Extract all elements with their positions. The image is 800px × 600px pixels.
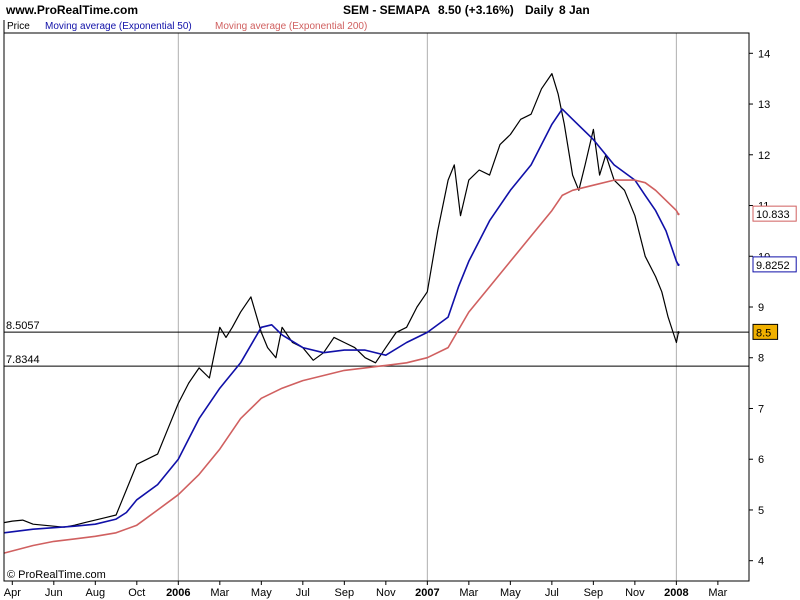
current-value-labels: 10.833 9.8252 8.5 xyxy=(752,205,797,340)
x-tick-label: Sep xyxy=(584,587,604,599)
x-tick-label: Mar xyxy=(708,587,727,599)
current-label-price: 8.5 xyxy=(756,327,771,339)
x-tick-label: Mar xyxy=(210,587,229,599)
series-line-ma50 xyxy=(3,108,680,534)
reference-line-label: 7.8344 xyxy=(6,354,40,366)
plot-frame xyxy=(3,32,750,582)
copyright-text: © ProRealTime.com xyxy=(7,569,106,581)
legend-price: Price xyxy=(7,21,30,32)
x-axis: Apr Jun Aug Oct 2006 Mar May Jul Sep Nov 2007 Mar Ma… xyxy=(4,581,728,599)
price-change: 8.50 (+3.16%) xyxy=(438,3,514,17)
legend-ma50: Moving average (Exponential 50) xyxy=(45,21,192,32)
y-tick-label: 12 xyxy=(758,150,770,162)
date-label: 8 Jan xyxy=(559,3,590,17)
series-line-price xyxy=(3,72,679,528)
y-axis: 4567891011121314 xyxy=(749,48,770,568)
current-label-ma200: 10.833 xyxy=(756,209,790,221)
y-tick-label: 6 xyxy=(758,454,764,466)
x-tick-label: 2008 xyxy=(664,587,688,599)
x-tick-label: 2006 xyxy=(166,587,190,599)
current-label-ma50: 9.8252 xyxy=(756,260,790,272)
current-label-box-ma200 xyxy=(752,205,797,222)
current-label-box-price xyxy=(752,323,779,340)
current-label-box-ma50 xyxy=(752,256,797,273)
x-tick-label: Aug xyxy=(86,587,106,599)
symbol-name: SEM - SEMAPA xyxy=(343,3,431,17)
series-endpoint xyxy=(677,212,680,216)
grid xyxy=(177,33,677,581)
y-tick-label: 7 xyxy=(758,403,764,415)
site-name[interactable]: www.ProRealTime.com xyxy=(6,3,139,17)
x-tick-label: Jul xyxy=(296,587,310,599)
legend-ma200: Moving average (Exponential 200) xyxy=(215,21,367,32)
y-tick-label: 14 xyxy=(758,48,770,60)
y-tick-label: 4 xyxy=(758,556,764,568)
x-tick-label: Sep xyxy=(335,587,355,599)
series-lines xyxy=(3,72,680,554)
series-line-ma200 xyxy=(3,179,680,554)
x-tick-label: Mar xyxy=(459,587,478,599)
period-label: Daily xyxy=(525,3,554,17)
x-tick-label: Jun xyxy=(45,587,63,599)
x-tick-label: Jul xyxy=(545,587,559,599)
horizontal-lines: 8.5057 7.8344 xyxy=(4,320,749,367)
x-tick-label: May xyxy=(251,587,272,599)
x-tick-label: Apr xyxy=(4,587,21,599)
x-tick-label: Oct xyxy=(128,587,145,599)
y-tick-label: 13 xyxy=(758,99,770,111)
chart-header: www.ProRealTime.com SEM - SEMAPA 8.50 (+… xyxy=(0,0,800,20)
x-tick-label: Nov xyxy=(376,587,396,599)
y-tick-label: 9 xyxy=(758,302,764,314)
x-tick-label: May xyxy=(500,587,521,599)
series-endpoint xyxy=(677,331,680,334)
series-endpoint xyxy=(677,263,680,267)
y-tick-label: 8 xyxy=(758,353,764,365)
reference-line-label: 8.5057 xyxy=(6,320,40,332)
y-tick-label: 5 xyxy=(758,505,764,517)
x-tick-label: Nov xyxy=(625,587,645,599)
x-tick-label: 2007 xyxy=(415,587,439,599)
